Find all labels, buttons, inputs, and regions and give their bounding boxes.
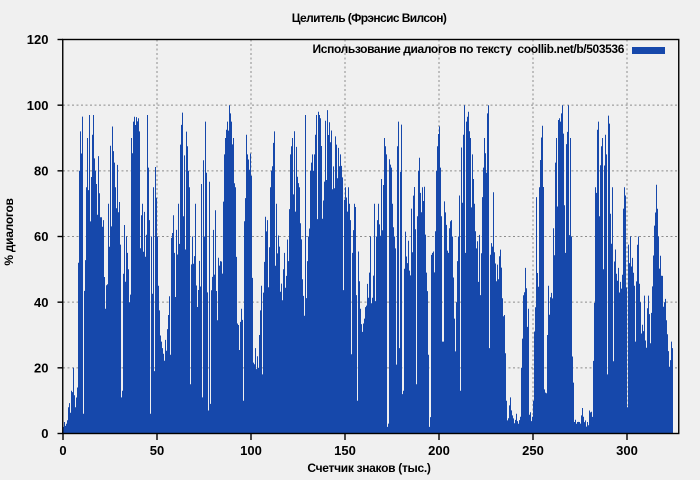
svg-text:100: 100 — [27, 98, 49, 113]
svg-text:Счетчик знаков (тыс.): Счетчик знаков (тыс.) — [307, 461, 430, 475]
svg-text:0: 0 — [59, 443, 66, 458]
svg-text:Целитель (Фрэнсис Вилсон): Целитель (Фрэнсис Вилсон) — [292, 11, 447, 25]
svg-text:50: 50 — [150, 443, 164, 458]
svg-text:80: 80 — [34, 163, 48, 178]
svg-text:0: 0 — [41, 426, 48, 441]
svg-text:250: 250 — [522, 443, 544, 458]
svg-text:300: 300 — [616, 443, 638, 458]
svg-text:150: 150 — [334, 443, 356, 458]
svg-text:100: 100 — [240, 443, 262, 458]
svg-text:Использование диалогов по текс: Использование диалогов по тексту coollib… — [313, 42, 625, 56]
svg-text:20: 20 — [34, 360, 48, 375]
svg-text:60: 60 — [34, 229, 48, 244]
svg-text:% диалогов: % диалогов — [2, 198, 16, 265]
svg-text:120: 120 — [27, 32, 49, 47]
svg-text:200: 200 — [428, 443, 450, 458]
svg-text:40: 40 — [34, 295, 48, 310]
